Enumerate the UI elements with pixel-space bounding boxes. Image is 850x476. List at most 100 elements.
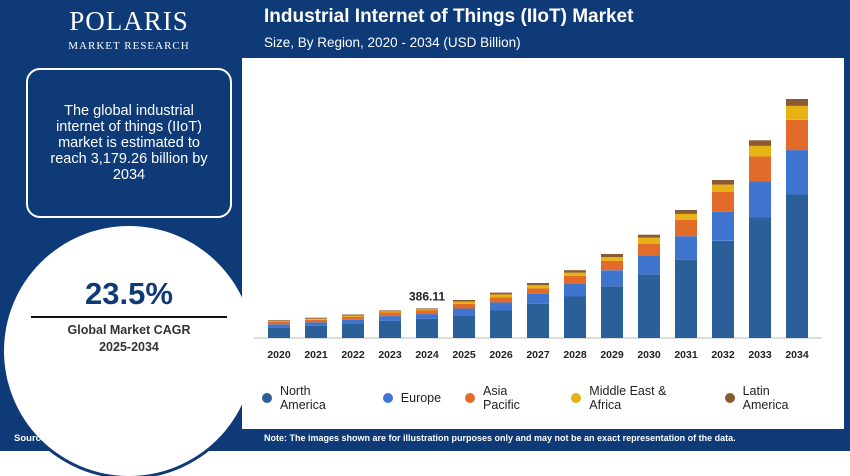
legend-label: Europe — [400, 391, 442, 405]
bar-north-america-2032 — [712, 240, 734, 338]
legend-swatch — [571, 393, 582, 403]
bar-europe-2027 — [527, 293, 549, 304]
brand-logo: POLARIS — [69, 6, 189, 36]
bar-middle-east-africa-2022 — [342, 315, 364, 317]
bar-north-america-2021 — [305, 325, 327, 338]
x-tick-label: 2026 — [489, 349, 513, 361]
bar-middle-east-africa-2028 — [564, 272, 586, 276]
bar-north-america-2026 — [490, 310, 512, 338]
bar-asia-pacific-2022 — [342, 316, 364, 320]
bar-asia-pacific-2024 — [416, 310, 438, 315]
bar-north-america-2029 — [601, 286, 623, 338]
bar-asia-pacific-2032 — [712, 192, 734, 212]
x-tick-label: 2025 — [452, 349, 476, 361]
legend-swatch — [465, 393, 476, 403]
bar-europe-2028 — [564, 283, 586, 297]
market-summary-box: The global industrial internet of things… — [26, 68, 232, 218]
bar-middle-east-africa-2025 — [453, 301, 475, 304]
cagr-circle: 23.5% Global Market CAGR 2025-2034 — [4, 226, 254, 476]
cagr-value: 23.5% — [85, 276, 173, 311]
brand-tagline: MARKET RESEARCH — [68, 40, 190, 52]
chart-title: Industrial Internet of Things (IIoT) Mar… — [264, 6, 634, 27]
bar-middle-east-africa-2030 — [638, 237, 660, 244]
legend-item-latin-america: Latin America — [724, 384, 818, 412]
bar-latin-america-2028 — [564, 270, 586, 273]
bar-middle-east-africa-2024 — [416, 309, 438, 311]
chart-legend: North America Europe Asia Pacific Middle Ea… — [262, 384, 842, 412]
bar-europe-2022 — [342, 319, 364, 324]
bar-asia-pacific-2025 — [453, 303, 475, 309]
legend-item-middle-east-africa: Middle East & Africa — [571, 384, 700, 412]
bar-latin-america-2027 — [527, 283, 549, 286]
x-tick-label: 2029 — [600, 349, 624, 361]
bar-middle-east-africa-2029 — [601, 257, 623, 261]
bar-europe-2024 — [416, 314, 438, 319]
legend-item-europe: Europe — [382, 391, 442, 405]
legend-swatch — [262, 393, 272, 403]
legend-label: North America — [279, 384, 326, 412]
bar-europe-2020 — [268, 324, 290, 328]
cagr-label: Global Market CAGR 2025-2034 — [4, 322, 254, 356]
footer-source: Source:www.polarismarketresearch.com — [14, 433, 198, 444]
bar-asia-pacific-2031 — [675, 219, 697, 237]
bar-europe-2025 — [453, 308, 475, 316]
bar-middle-east-africa-2031 — [675, 213, 697, 220]
bar-europe-2030 — [638, 255, 660, 275]
chart-subtitle: Size, By Region, 2020 - 2034 (USD Billio… — [264, 35, 521, 50]
bar-middle-east-africa-2027 — [527, 285, 549, 289]
bar-middle-east-africa-2023 — [379, 311, 401, 313]
bar-latin-america-2029 — [601, 254, 623, 257]
chart-area: 2020 2021 2022 2023 2024 386.11 2025 2026 2027 20… — [242, 58, 844, 429]
bar-asia-pacific-2021 — [305, 319, 327, 323]
x-tick-label: 2028 — [563, 349, 587, 361]
bar-asia-pacific-2033 — [749, 156, 771, 181]
footer-note: Note: The images shown are for illustrat… — [264, 433, 736, 443]
x-tick-label: 2027 — [526, 349, 550, 361]
bar-latin-america-2030 — [638, 234, 660, 238]
bar-latin-america-2032 — [712, 180, 734, 185]
bar-asia-pacific-2029 — [601, 260, 623, 271]
bar-latin-america-2022 — [342, 314, 364, 316]
bar-latin-america-2020 — [268, 320, 290, 321]
data-label-2024: 386.11 — [409, 289, 445, 303]
bar-europe-2026 — [490, 302, 512, 311]
bar-europe-2033 — [749, 181, 771, 218]
bar-middle-east-africa-2032 — [712, 184, 734, 192]
bar-middle-east-africa-2020 — [268, 320, 290, 322]
cagr-label-line2: 2025-2034 — [99, 340, 159, 354]
legend-item-north-america: North America — [262, 384, 359, 412]
cagr-label-line1: Global Market CAGR — [67, 323, 191, 337]
x-tick-label: 2032 — [711, 349, 735, 361]
bar-asia-pacific-2026 — [490, 297, 512, 303]
bar-north-america-2033 — [749, 217, 771, 338]
bar-asia-pacific-2030 — [638, 243, 660, 256]
bar-latin-america-2031 — [675, 210, 697, 214]
bar-europe-2031 — [675, 236, 697, 260]
bar-latin-america-2023 — [379, 310, 401, 312]
bar-north-america-2031 — [675, 259, 697, 338]
bar-asia-pacific-2023 — [379, 312, 401, 317]
x-tick-label: 2024 — [415, 349, 439, 361]
left-panel: POLARIS MARKET RESEARCH The global indus… — [0, 0, 258, 476]
bar-europe-2032 — [712, 211, 734, 241]
x-tick-label: 2023 — [378, 349, 402, 361]
infographic-frame: POLARIS MARKET RESEARCH The global indus… — [0, 0, 850, 451]
bar-latin-america-2024 — [416, 308, 438, 310]
legend-label: Asia Pacific — [483, 384, 520, 412]
bar-north-america-2027 — [527, 303, 549, 338]
bar-latin-america-2025 — [453, 300, 475, 302]
x-tick-label: 2020 — [267, 349, 291, 361]
bar-asia-pacific-2034 — [786, 119, 808, 151]
bar-north-america-2034 — [786, 194, 808, 338]
legend-label: Middle East & Africa — [589, 384, 667, 412]
bar-europe-2023 — [379, 316, 401, 321]
x-tick-label: 2022 — [341, 349, 365, 361]
x-tick-label: 2030 — [637, 349, 661, 361]
bar-north-america-2024 — [416, 318, 438, 338]
bar-asia-pacific-2020 — [268, 321, 290, 325]
bar-north-america-2020 — [268, 327, 290, 338]
bar-europe-2034 — [786, 150, 808, 195]
legend-swatch — [382, 393, 393, 403]
legend-label: Latin America — [742, 384, 789, 412]
x-tick-label: 2031 — [674, 349, 698, 361]
